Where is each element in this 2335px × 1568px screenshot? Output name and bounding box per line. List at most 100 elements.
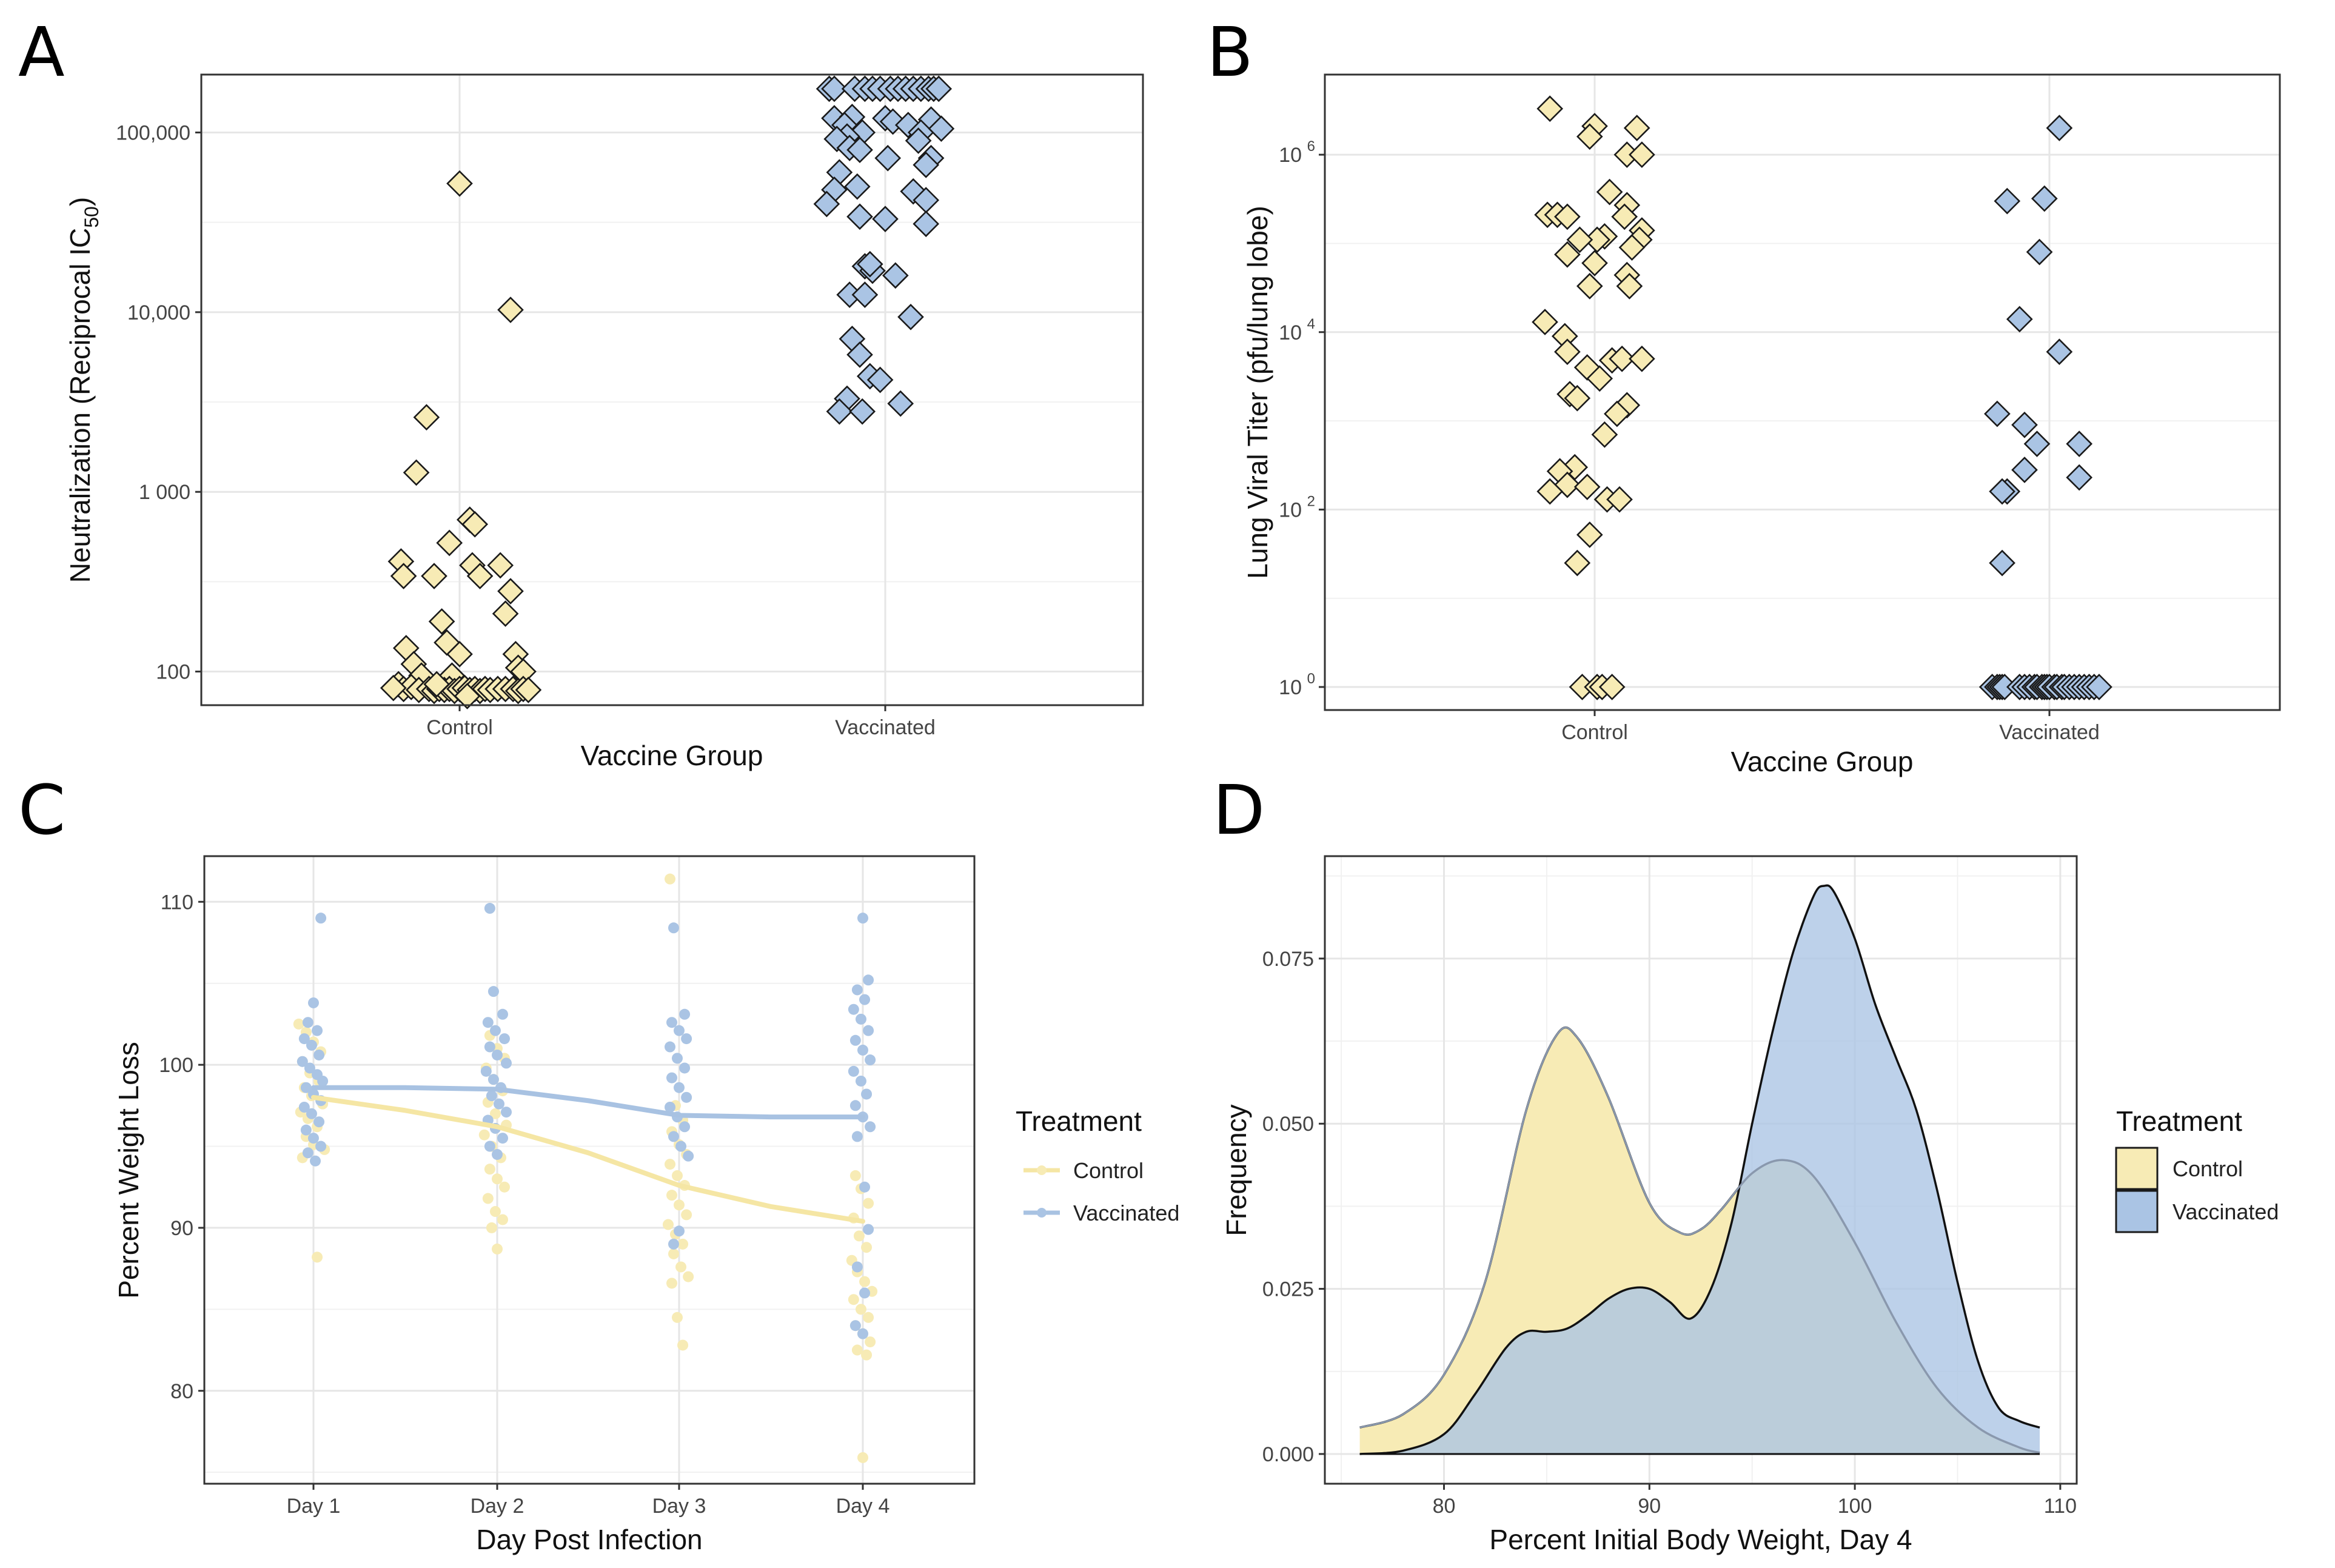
panel-c-y-title: Percent Weight Loss: [113, 1042, 144, 1299]
control-point: [1576, 521, 1603, 548]
control-point: [1586, 365, 1613, 392]
control-point: [1554, 203, 1581, 230]
panel-d-y-title: Frequency: [1221, 1104, 1252, 1236]
vaccinated-point: [882, 262, 909, 289]
vaccinated-point: [866, 366, 894, 394]
control-point: [668, 1248, 679, 1259]
y-tick-label: 0.050: [1262, 1113, 1314, 1136]
vaccinated-point: [296, 1056, 308, 1067]
vaccinated-point: [492, 1049, 503, 1060]
control-point: [1591, 421, 1618, 448]
x-tick-label: 100: [1838, 1495, 1872, 1518]
panel-label-c: C: [18, 771, 65, 850]
legend-control-swatch: [2115, 1147, 2159, 1190]
vaccinated-point: [2046, 115, 2073, 141]
control-point: [1564, 549, 1591, 577]
panel-d-x-title: Percent Initial Body Weight, Day 4: [1489, 1524, 1912, 1555]
vaccinated-point: [843, 173, 871, 200]
y-tick-label: 0.075: [1262, 948, 1314, 971]
y-tick-label: 10 6: [1279, 138, 1315, 167]
legend-control-dot: [1037, 1165, 1047, 1175]
vaccinated-point: [482, 1017, 494, 1028]
control-point: [446, 641, 473, 668]
vaccinated-point: [668, 1238, 679, 1250]
vaccinated-point: [913, 210, 940, 238]
vaccinated-point: [849, 398, 876, 425]
vaccinated-point: [887, 390, 914, 417]
vaccinated-point: [484, 1041, 495, 1053]
vaccinated-point: [846, 136, 873, 164]
vaccinated-point: [310, 1155, 321, 1167]
vaccinated-point: [484, 903, 495, 914]
x-tick-label: 80: [1433, 1495, 1456, 1518]
y-tick-label: 0.025: [1262, 1278, 1314, 1301]
control-point: [663, 1219, 674, 1230]
vaccinated-point: [865, 1121, 876, 1133]
vaccinated-point: [905, 127, 932, 154]
vaccinated-point: [683, 1150, 694, 1162]
vaccinated-point: [679, 1062, 691, 1074]
y-tick-label: 80: [170, 1380, 193, 1403]
vaccinated-point: [928, 115, 955, 142]
density-panel: 0.000 0.025 0.050 0.075 80 90 100 110 Percent …: [1221, 855, 2279, 1555]
control-point: [492, 1173, 503, 1185]
control-point: [492, 600, 519, 627]
control-point: [1532, 309, 1558, 335]
vaccinated-point: [499, 1033, 510, 1045]
control-point: [1604, 400, 1630, 427]
control-point: [1623, 115, 1650, 141]
control-point: [861, 1349, 873, 1361]
y-tick-label: 10 2: [1279, 493, 1315, 521]
control-point: [489, 1108, 501, 1119]
vaccinated-point: [494, 1098, 504, 1110]
legend-vaccinated-dot: [1037, 1208, 1047, 1218]
vaccinated-point: [2011, 457, 2038, 483]
panel-d-legend-vaccinated: Vaccinated: [2173, 1199, 2279, 1224]
y-tick-label: 1 000: [139, 481, 190, 504]
panel-c-legend-control: Control: [1073, 1158, 1144, 1183]
vaccinated-point: [855, 1013, 866, 1025]
control-point: [1606, 486, 1633, 513]
vaccinated-point: [851, 1261, 863, 1273]
control-point: [446, 170, 473, 197]
control-point: [293, 1018, 304, 1030]
vaccinated-point: [315, 1141, 327, 1152]
control-point: [1573, 354, 1601, 381]
vaccinated-point: [821, 75, 848, 102]
control-point: [1566, 226, 1593, 253]
vaccinated-point: [925, 75, 953, 102]
vaccinated-point: [484, 1141, 495, 1152]
vaccinated-point: [823, 126, 851, 153]
vaccinated-point: [900, 178, 927, 205]
vaccinated-point: [859, 1181, 871, 1193]
control-point: [499, 1181, 510, 1193]
control-point: [672, 1170, 683, 1181]
y-tick-label: 100: [156, 661, 190, 684]
vaccinated-point: [2046, 338, 2073, 366]
x-tick-label: Day 2: [471, 1495, 524, 1518]
panel-c-legend-vaccinated: Vaccinated: [1073, 1201, 1179, 1225]
vaccinated-point: [849, 1034, 861, 1046]
control-point: [683, 1271, 694, 1282]
vaccinated-point: [857, 913, 868, 924]
control-point: [681, 1209, 692, 1221]
vaccinated-point: [874, 144, 902, 172]
vaccinated-point: [681, 1091, 692, 1103]
control-point: [390, 563, 417, 589]
vaccinated-point: [863, 974, 874, 986]
vaccinated-point: [856, 250, 883, 278]
y-tick-label: 10,000: [127, 301, 190, 324]
x-tick-label: Day 1: [287, 1495, 341, 1518]
vaccinated-point: [857, 1044, 868, 1056]
control-point: [1554, 338, 1581, 366]
y-tick-label: 110: [161, 891, 193, 914]
panel-c-frame: [203, 855, 976, 1485]
control-point: [849, 1170, 861, 1181]
control-point: [863, 1198, 874, 1209]
panel-c-legend-title: Treatment: [1016, 1105, 1142, 1137]
vaccinated-point: [681, 1033, 692, 1045]
vaccinated-point: [308, 1133, 319, 1144]
control-point: [865, 1336, 876, 1348]
